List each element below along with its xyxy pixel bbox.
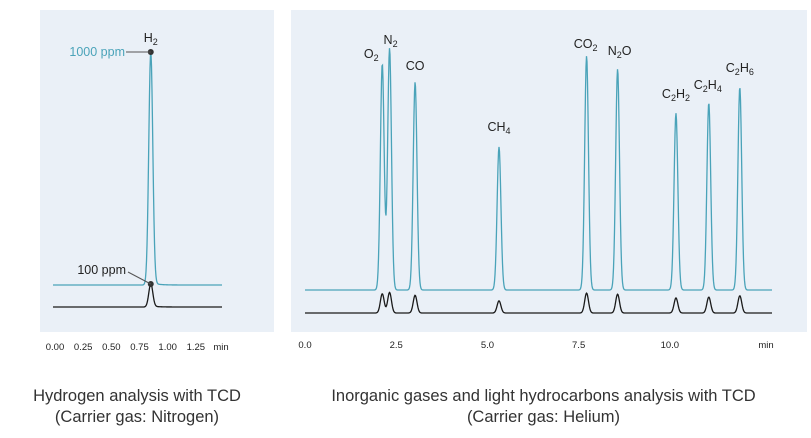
x-tick-label-right-4: 10.0 [661,340,680,351]
peak-label-co2: CO2 [574,37,598,53]
peak-label-ch4: CH4 [487,120,510,136]
x-tick-label-left-5: 1.25 [187,342,206,353]
right-caption: Inorganic gases and light hydrocarbons a… [276,386,811,428]
x-unit-label-left: min [213,342,228,353]
left-caption-line2: (Carrier gas: Nitrogen) [54,408,220,426]
left-caption: Hydrogen analysis with TCD (Carrier gas:… [0,386,274,428]
series-line-100ppm [53,283,222,308]
x-unit-label-right: min [758,340,773,351]
x-tick-label-left-2: 0.50 [102,342,121,353]
peak-label-n2: N2 [384,33,398,49]
right-caption-line1: Inorganic gases and light hydrocarbons a… [331,387,756,405]
peak-label-c2h4: C2H4 [694,78,722,94]
x-tick-label-left-1: 0.25 [74,342,93,353]
peak-label-o2: O2 [364,47,379,63]
series-line-helium-low [305,291,772,314]
x-tick-label-left-4: 1.00 [158,342,177,353]
series-line-1000ppm [53,50,222,286]
series-line-helium-high [305,48,772,291]
x-tick-label-right-1: 2.5 [390,340,403,351]
annotation-leader-100ppm [127,271,151,285]
annotation-100ppm: 100 ppm [77,263,126,277]
right-caption-line2: (Carrier gas: Helium) [466,408,621,426]
left-chart-panel [40,10,274,332]
x-tick-label-right-3: 7.5 [572,340,585,351]
x-tick-label-left-0: 0.00 [46,342,65,353]
x-tick-label-left-3: 0.75 [130,342,149,353]
peak-label-h2: H2 [144,31,158,47]
annotation-1000ppm: 1000 ppm [69,45,125,59]
x-tick-label-right-0: 0.0 [298,340,311,351]
x-tick-label-right-2: 5.0 [481,340,494,351]
peak-label-c2h6: C2H6 [726,61,754,77]
peak-label-co: CO [406,59,425,73]
peak-label-n2o: N2O [608,44,632,60]
left-caption-line1: Hydrogen analysis with TCD [33,387,241,405]
peak-label-c2h2: C2H2 [662,87,690,103]
